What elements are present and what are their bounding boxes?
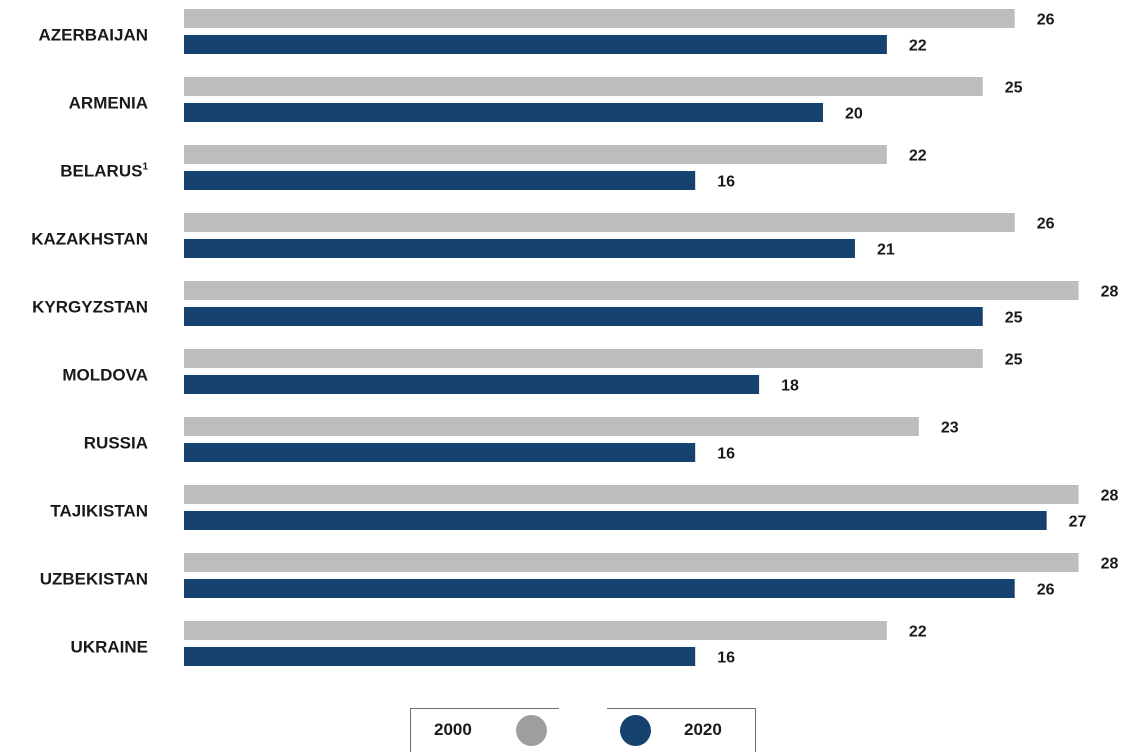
value-label-russia-2020: 16 <box>717 446 735 463</box>
category-label-kyrgyzstan: KYRGYZSTAN <box>32 298 148 317</box>
legend-swatch-2020 <box>620 715 651 746</box>
bar-uzbekistan-2020 <box>184 579 1015 598</box>
category-label-armenia: ARMENIA <box>69 94 148 113</box>
category-label-belarus: BELARUS1 <box>60 162 148 181</box>
legend-label-2000: 2000 <box>434 720 472 739</box>
value-label-moldova-2000: 25 <box>1005 352 1023 369</box>
value-label-ukraine-2020: 16 <box>717 650 735 667</box>
bar-kazakhstan-2000 <box>184 213 1015 232</box>
bar-kyrgyzstan-2020 <box>184 307 983 326</box>
value-label-moldova-2020: 18 <box>781 378 799 395</box>
legend-label-2020: 2020 <box>684 720 722 739</box>
category-label-tajikistan: TAJIKISTAN <box>50 502 148 521</box>
value-label-uzbekistan-2000: 28 <box>1101 556 1119 573</box>
value-label-russia-2000: 23 <box>941 420 959 437</box>
value-label-tajikistan-2000: 28 <box>1101 488 1119 505</box>
value-label-belarus-2000: 22 <box>909 148 927 165</box>
value-label-kyrgyzstan-2000: 28 <box>1101 284 1119 301</box>
legend-box-2000 <box>410 708 559 752</box>
value-label-armenia-2020: 20 <box>845 106 863 123</box>
value-label-ukraine-2000: 22 <box>909 624 927 641</box>
value-label-azerbaijan-2000: 26 <box>1037 12 1055 29</box>
bar-armenia-2000 <box>184 77 983 96</box>
category-label-ukraine: UKRAINE <box>71 638 148 657</box>
bar-tajikistan-2020 <box>184 511 1047 530</box>
bar-azerbaijan-2000 <box>184 9 1015 28</box>
bar-armenia-2020 <box>184 103 823 122</box>
bar-kazakhstan-2020 <box>184 239 855 258</box>
footnote-marker: 1 <box>142 162 148 173</box>
bar-azerbaijan-2020 <box>184 35 887 54</box>
legend-swatch-2000 <box>516 715 547 746</box>
value-label-belarus-2020: 16 <box>717 174 735 191</box>
value-label-armenia-2000: 25 <box>1005 80 1023 97</box>
bar-uzbekistan-2000 <box>184 553 1079 572</box>
category-label-kazakhstan: KAZAKHSTAN <box>31 230 148 249</box>
bar-belarus-2000 <box>184 145 887 164</box>
category-label-azerbaijan: AZERBAIJAN <box>38 26 148 45</box>
category-label-uzbekistan: UZBEKISTAN <box>40 570 148 589</box>
bar-ukraine-2020 <box>184 647 696 666</box>
value-label-kazakhstan-2000: 26 <box>1037 216 1055 233</box>
bar-kyrgyzstan-2000 <box>184 281 1079 300</box>
bar-moldova-2020 <box>184 375 760 394</box>
value-label-azerbaijan-2020: 22 <box>909 38 927 55</box>
value-label-kyrgyzstan-2020: 25 <box>1005 310 1023 327</box>
bar-belarus-2020 <box>184 171 696 190</box>
category-label-russia: RUSSIA <box>84 434 148 453</box>
bar-russia-2020 <box>184 443 696 462</box>
category-label-moldova: MOLDOVA <box>62 366 148 385</box>
value-label-tajikistan-2020: 27 <box>1069 514 1087 531</box>
value-label-uzbekistan-2020: 26 <box>1037 582 1055 599</box>
bar-chart: AZERBAIJAN 26 22 ARMENIA 25 20 BELARUS1 22 16 KAZ… <box>31 9 1119 667</box>
bar-moldova-2000 <box>184 349 983 368</box>
value-label-kazakhstan-2020: 21 <box>877 242 895 259</box>
bar-tajikistan-2000 <box>184 485 1079 504</box>
bar-russia-2000 <box>184 417 919 436</box>
bar-ukraine-2000 <box>184 621 887 640</box>
legend-box-2020 <box>607 708 756 752</box>
